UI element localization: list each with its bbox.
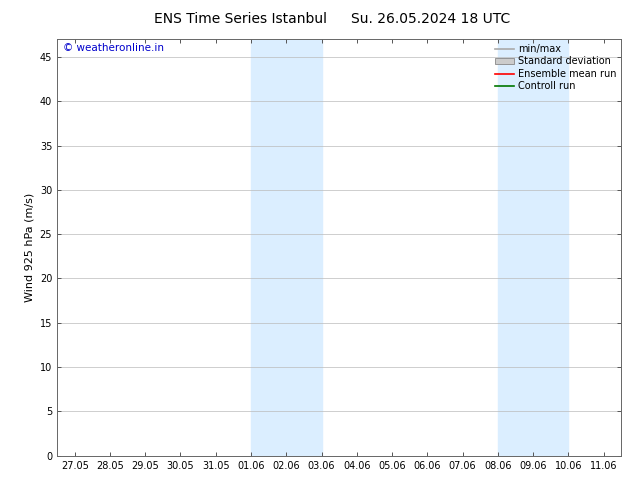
Y-axis label: Wind 925 hPa (m/s): Wind 925 hPa (m/s) bbox=[24, 193, 34, 302]
Text: © weatheronline.in: © weatheronline.in bbox=[63, 43, 164, 53]
Text: Su. 26.05.2024 18 UTC: Su. 26.05.2024 18 UTC bbox=[351, 12, 511, 26]
Legend: min/max, Standard deviation, Ensemble mean run, Controll run: min/max, Standard deviation, Ensemble me… bbox=[493, 42, 618, 93]
Bar bbox=[498, 39, 569, 456]
Text: ENS Time Series Istanbul: ENS Time Series Istanbul bbox=[155, 12, 327, 26]
Bar bbox=[251, 39, 321, 456]
